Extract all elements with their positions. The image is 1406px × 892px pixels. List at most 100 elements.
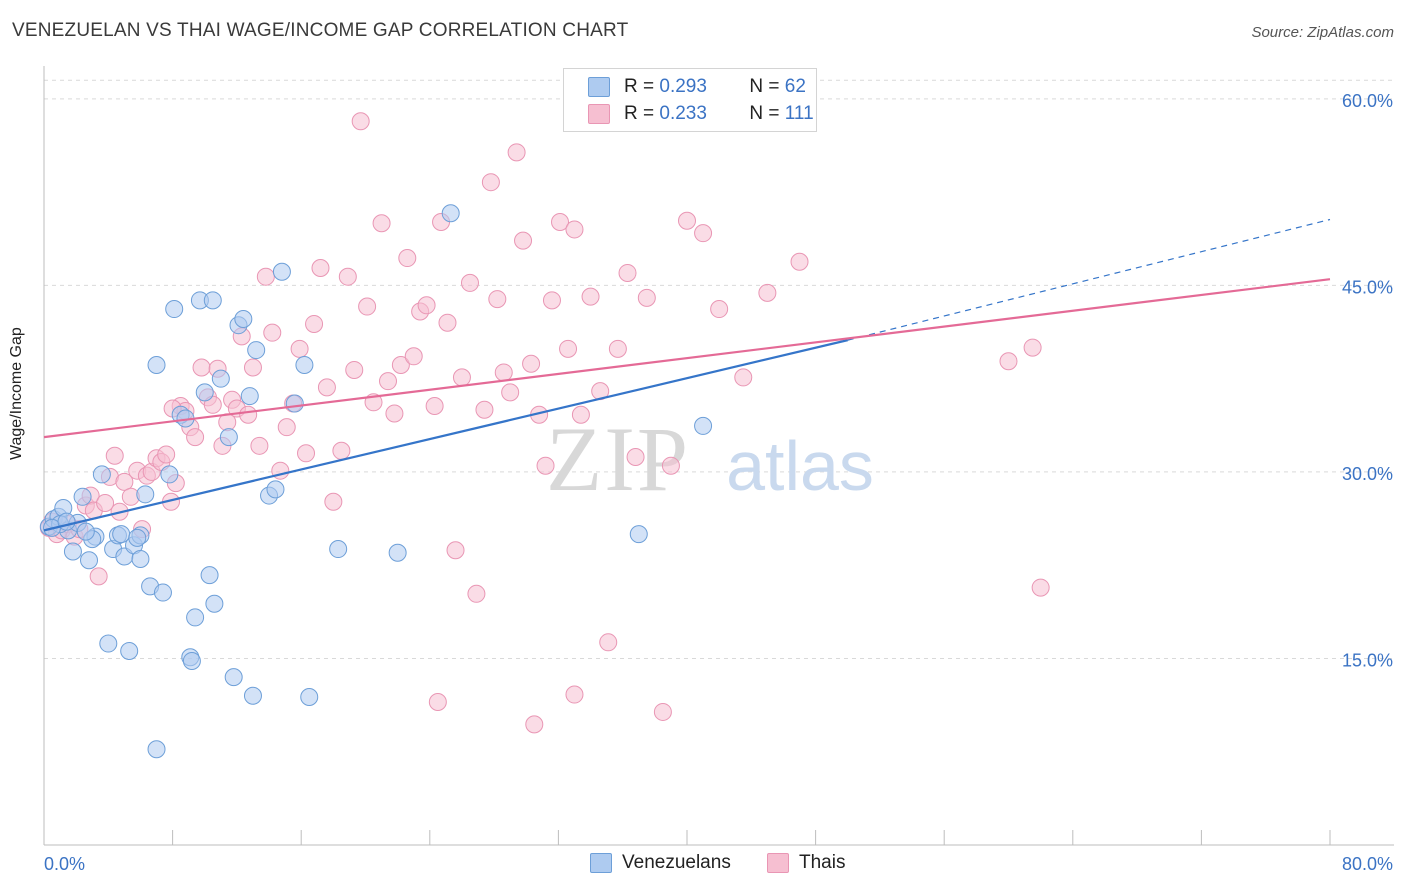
venezuelan-point: [240, 387, 259, 406]
thai-point: [404, 347, 423, 366]
thai-point: [391, 355, 410, 374]
thai-point: [599, 633, 618, 652]
source-label: Source: ZipAtlas.com: [1251, 24, 1394, 41]
thai-point: [89, 567, 108, 586]
chart-title: VENEZUELAN VS THAI WAGE/INCOME GAP CORRE…: [12, 20, 629, 41]
thai-point: [999, 352, 1018, 371]
thai-point: [351, 112, 370, 131]
thai-point: [501, 383, 520, 402]
bottom-swatch-thais: [767, 853, 789, 873]
bottom-swatch-venezuelans: [590, 853, 612, 873]
venezuelan-point: [285, 394, 304, 413]
legend-r-label: R =: [624, 76, 660, 97]
y-axis-title: Wage/Income Gap: [8, 327, 25, 460]
thai-point: [277, 418, 296, 437]
bottom-legend-label: Venezuelans: [622, 852, 731, 873]
venezuelan-point: [99, 634, 118, 653]
venezuelan-point: [219, 428, 238, 447]
thai-point: [452, 368, 471, 387]
thai-point: [565, 685, 584, 704]
venezuelan-point: [211, 369, 230, 388]
thai-point: [525, 715, 544, 734]
venezuelan-point: [182, 651, 201, 670]
thai-point: [243, 358, 262, 377]
venezuelan-point: [329, 540, 348, 559]
thai-point: [239, 405, 258, 424]
thai-point: [551, 212, 570, 231]
thai-point: [417, 296, 436, 315]
thai-point: [581, 287, 600, 306]
venezuelan-point: [694, 416, 713, 435]
thai-point: [542, 291, 561, 310]
points-layer: [39, 112, 1050, 759]
thai-point: [507, 143, 526, 162]
thai-point: [425, 397, 444, 416]
thai-point: [467, 584, 486, 603]
thai-point: [1023, 338, 1042, 357]
venezuelan-point: [234, 309, 253, 328]
venezuelan-point: [629, 525, 648, 544]
thai-point: [694, 224, 713, 243]
thai-point: [710, 300, 729, 319]
thai-point: [626, 448, 645, 467]
venezuelan-point: [120, 642, 139, 661]
venezuelan-point: [128, 528, 147, 547]
venezuelan-point: [57, 512, 76, 531]
venezuelan-point: [388, 543, 407, 562]
thai-point: [790, 252, 809, 271]
thai-point: [385, 404, 404, 423]
thai-point: [157, 445, 176, 464]
venezuelan-trendline: [43, 339, 849, 532]
thai-trendline: [43, 278, 1331, 439]
legend-n-label: N =: [749, 76, 785, 97]
thai-point: [192, 358, 211, 377]
y-tick-label: 60.0%: [1342, 91, 1393, 111]
x-tick-label: 0.0%: [44, 854, 85, 874]
watermark: ZIP atlas: [546, 408, 874, 510]
venezuelan-point: [73, 487, 92, 506]
bottom-legend-label: Thais: [799, 852, 846, 873]
thai-point: [324, 492, 343, 511]
legend-r-value: 0.233: [659, 103, 707, 124]
venezuelan-point: [147, 355, 166, 374]
thai-point: [637, 288, 656, 307]
thai-point: [678, 211, 696, 230]
thai-point: [536, 456, 555, 475]
thai-point: [332, 441, 351, 460]
thai-point: [488, 290, 507, 309]
venezuelan-point: [80, 551, 99, 570]
x-tick-label: 80.0%: [1342, 854, 1393, 874]
thai-point: [494, 363, 513, 382]
thai-point: [661, 456, 680, 475]
thai-point: [297, 444, 316, 463]
legend-row-venezuelans: R = 0.293 N = 62: [588, 75, 806, 99]
tick-label-layer: 15.0% 30.0% 45.0% 60.0% 0.0% 80.0%: [44, 91, 1393, 874]
venezuelan-point: [112, 525, 131, 544]
venezuelan-point: [63, 542, 82, 561]
thai-point: [290, 339, 309, 358]
bottom-legend-venezuelans: Venezuelans: [590, 852, 731, 874]
thai-point: [105, 446, 124, 465]
thai-point: [372, 214, 391, 233]
venezuelan-point: [147, 740, 166, 759]
venezuelan-point: [200, 566, 219, 585]
thai-point: [305, 314, 324, 333]
thai-point: [653, 702, 672, 721]
thai-point: [460, 273, 479, 292]
thai-point: [96, 494, 115, 513]
legend-row-thais: R = 0.233 N = 111: [588, 102, 814, 126]
thai-point: [758, 283, 777, 302]
venezuelan-point: [247, 341, 266, 360]
thai-point: [481, 173, 500, 192]
thai-point: [559, 339, 578, 358]
watermark-zip: ZIP: [546, 408, 690, 510]
y-tick-label: 15.0%: [1342, 650, 1393, 670]
thai-point: [256, 267, 275, 286]
thai-point: [522, 354, 541, 373]
venezuelan-point: [195, 383, 214, 402]
thai-point: [618, 263, 637, 282]
thai-point: [263, 323, 282, 342]
venezuelan-point: [224, 668, 243, 687]
thai-point: [608, 339, 627, 358]
